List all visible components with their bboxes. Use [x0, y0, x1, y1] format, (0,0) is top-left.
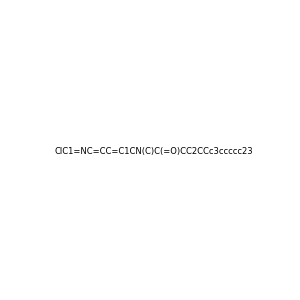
Text: ClC1=NC=CC=C1CN(C)C(=O)CC2CCc3ccccc23: ClC1=NC=CC=C1CN(C)C(=O)CC2CCc3ccccc23 [54, 147, 253, 156]
